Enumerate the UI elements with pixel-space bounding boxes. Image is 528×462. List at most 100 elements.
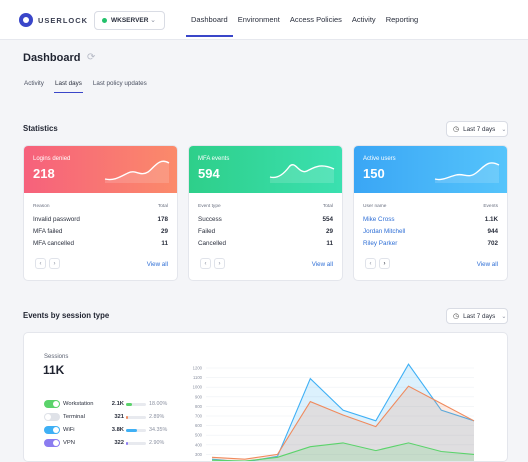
table-row: MFA failed 29 <box>33 228 168 235</box>
card-value: 218 <box>33 166 55 181</box>
card-label: MFA events <box>198 156 230 162</box>
pager: ‹ › <box>35 258 60 269</box>
tab-last-days[interactable]: Last days <box>53 80 83 93</box>
view-all-link[interactable]: View all <box>476 261 498 268</box>
dashboard-tabs: Activity Last days Last policy updates <box>24 80 158 93</box>
card-header: Logins denied 218 <box>24 146 177 193</box>
legend-bar <box>126 429 146 432</box>
series-area <box>212 364 474 461</box>
history-icon: ◷ <box>453 126 460 133</box>
legend-terminal: Terminal 321 2.89% <box>44 413 184 423</box>
nav-dashboard[interactable]: Dashboard <box>186 0 233 40</box>
y-tick-label: 400 <box>195 442 203 447</box>
table-row[interactable]: Mike Cross 1.1K <box>363 216 498 223</box>
y-tick-label: 800 <box>195 404 203 409</box>
tab-activity[interactable]: Activity <box>24 80 44 87</box>
server-status-dot <box>102 18 107 23</box>
active-users-card: Active users 150 User name Events Mike Cr… <box>353 145 508 281</box>
chevron-down-icon: ⌄ <box>501 126 507 133</box>
sessions-total: 11K <box>43 363 65 377</box>
sessions-label: Sessions <box>44 354 69 360</box>
mfa-events-card: MFA events 594 Event type Total Success 55… <box>188 145 343 281</box>
sparkline <box>269 164 335 183</box>
y-tick-label: 600 <box>195 423 203 428</box>
chevron-down-icon: ⌄ <box>150 17 156 24</box>
next-page-button[interactable]: › <box>49 258 60 269</box>
table-row: Failed 29 <box>198 228 333 235</box>
next-page-button[interactable]: › <box>214 258 225 269</box>
prev-page-button[interactable]: ‹ <box>200 258 211 269</box>
view-all-link[interactable]: View all <box>146 261 168 268</box>
prev-page-button[interactable]: ‹ <box>365 258 376 269</box>
legend-wifi: WiFi 3.8K 34.35% <box>44 426 184 436</box>
card-label: Logins denied <box>33 156 71 162</box>
table-row: Cancelled 11 <box>198 240 333 247</box>
history-icon: ◷ <box>453 313 460 320</box>
sparkline <box>104 160 170 183</box>
series-area <box>212 386 474 461</box>
y-tick-label: 900 <box>195 394 203 399</box>
events-by-session-card: Sessions 11K Workstation 2.1K 18.00% Ter… <box>23 332 508 462</box>
user-link: Jordan Mitchell <box>363 228 406 235</box>
pager: ‹ › <box>365 258 390 269</box>
statistics-range-selector[interactable]: ◷ Last 7 days ⌄ <box>446 121 508 137</box>
session-area-chart: 1200 1100 1000 900 800 700 600 500 400 300 <box>193 363 475 461</box>
y-tick-label: 500 <box>195 433 203 438</box>
y-tick-label: 300 <box>195 452 203 457</box>
legend-bar <box>126 403 146 406</box>
statistics-title: Statistics <box>23 124 58 133</box>
nav-access-policies[interactable]: Access Policies <box>289 15 342 24</box>
brand-name: USERLOCK <box>38 15 89 25</box>
card-value: 594 <box>198 166 220 181</box>
tab-last-policy-updates[interactable]: Last policy updates <box>92 80 147 87</box>
card-table-header: Reason Total <box>33 204 168 209</box>
legend-vpn: VPN 322 2.90% <box>44 439 184 449</box>
user-link: Riley Parker <box>363 240 398 247</box>
refresh-icon[interactable]: ⟳ <box>87 52 96 63</box>
table-row[interactable]: Riley Parker 702 <box>363 240 498 247</box>
y-tick-label: 1100 <box>193 375 203 380</box>
y-tick-label: 1200 <box>193 366 203 371</box>
pager: ‹ › <box>200 258 225 269</box>
nav-activity[interactable]: Activity <box>351 15 376 24</box>
next-page-button[interactable]: › <box>379 258 390 269</box>
logins-denied-card: Logins denied 218 Reason Total Invalid pa… <box>23 145 178 281</box>
legend-workstation: Workstation 2.1K 18.00% <box>44 400 184 410</box>
server-name: WKSERVER <box>111 17 149 24</box>
user-link: Mike Cross <box>363 216 395 223</box>
nav-reporting[interactable]: Reporting <box>385 15 419 24</box>
userlock-logo-icon <box>19 13 33 27</box>
card-header: Active users 150 <box>354 146 507 193</box>
page-title: Dashboard <box>23 52 81 64</box>
prev-page-button[interactable]: ‹ <box>35 258 46 269</box>
table-row[interactable]: Jordan Mitchell 944 <box>363 228 498 235</box>
workstation-toggle[interactable] <box>44 400 60 408</box>
sparkline <box>434 162 500 183</box>
card-table-header: Event type Total <box>198 204 333 209</box>
wifi-toggle[interactable] <box>44 426 60 434</box>
table-row: Success 554 <box>198 216 333 223</box>
view-all-link[interactable]: View all <box>311 261 333 268</box>
chevron-down-icon: ⌄ <box>501 313 507 320</box>
card-label: Active users <box>363 156 396 162</box>
server-selector[interactable]: WKSERVER ⌄ <box>94 11 165 30</box>
vpn-toggle[interactable] <box>44 439 60 447</box>
table-row: Invalid password 178 <box>33 216 168 223</box>
events-range-label: Last 7 days <box>463 312 496 320</box>
legend-bar <box>126 442 146 445</box>
top-bar: USERLOCK WKSERVER ⌄ Dashboard Environmen… <box>0 0 528 40</box>
main-nav: Dashboard Environment Access Policies Ac… <box>186 0 423 40</box>
nav-environment[interactable]: Environment <box>237 15 280 24</box>
events-title: Events by session type <box>23 311 110 320</box>
statistics-range-label: Last 7 days <box>463 125 496 133</box>
y-tick-label: 700 <box>195 414 203 419</box>
brand-logo[interactable]: USERLOCK <box>19 13 88 27</box>
y-tick-label: 1000 <box>193 385 203 390</box>
events-range-selector[interactable]: ◷ Last 7 days ⌄ <box>446 308 508 324</box>
terminal-toggle[interactable] <box>44 413 60 421</box>
legend-bar <box>126 416 146 419</box>
table-row: MFA cancelled 11 <box>33 240 168 247</box>
card-value: 150 <box>363 166 385 181</box>
card-table-header: User name Events <box>363 204 498 209</box>
card-header: MFA events 594 <box>189 146 342 193</box>
